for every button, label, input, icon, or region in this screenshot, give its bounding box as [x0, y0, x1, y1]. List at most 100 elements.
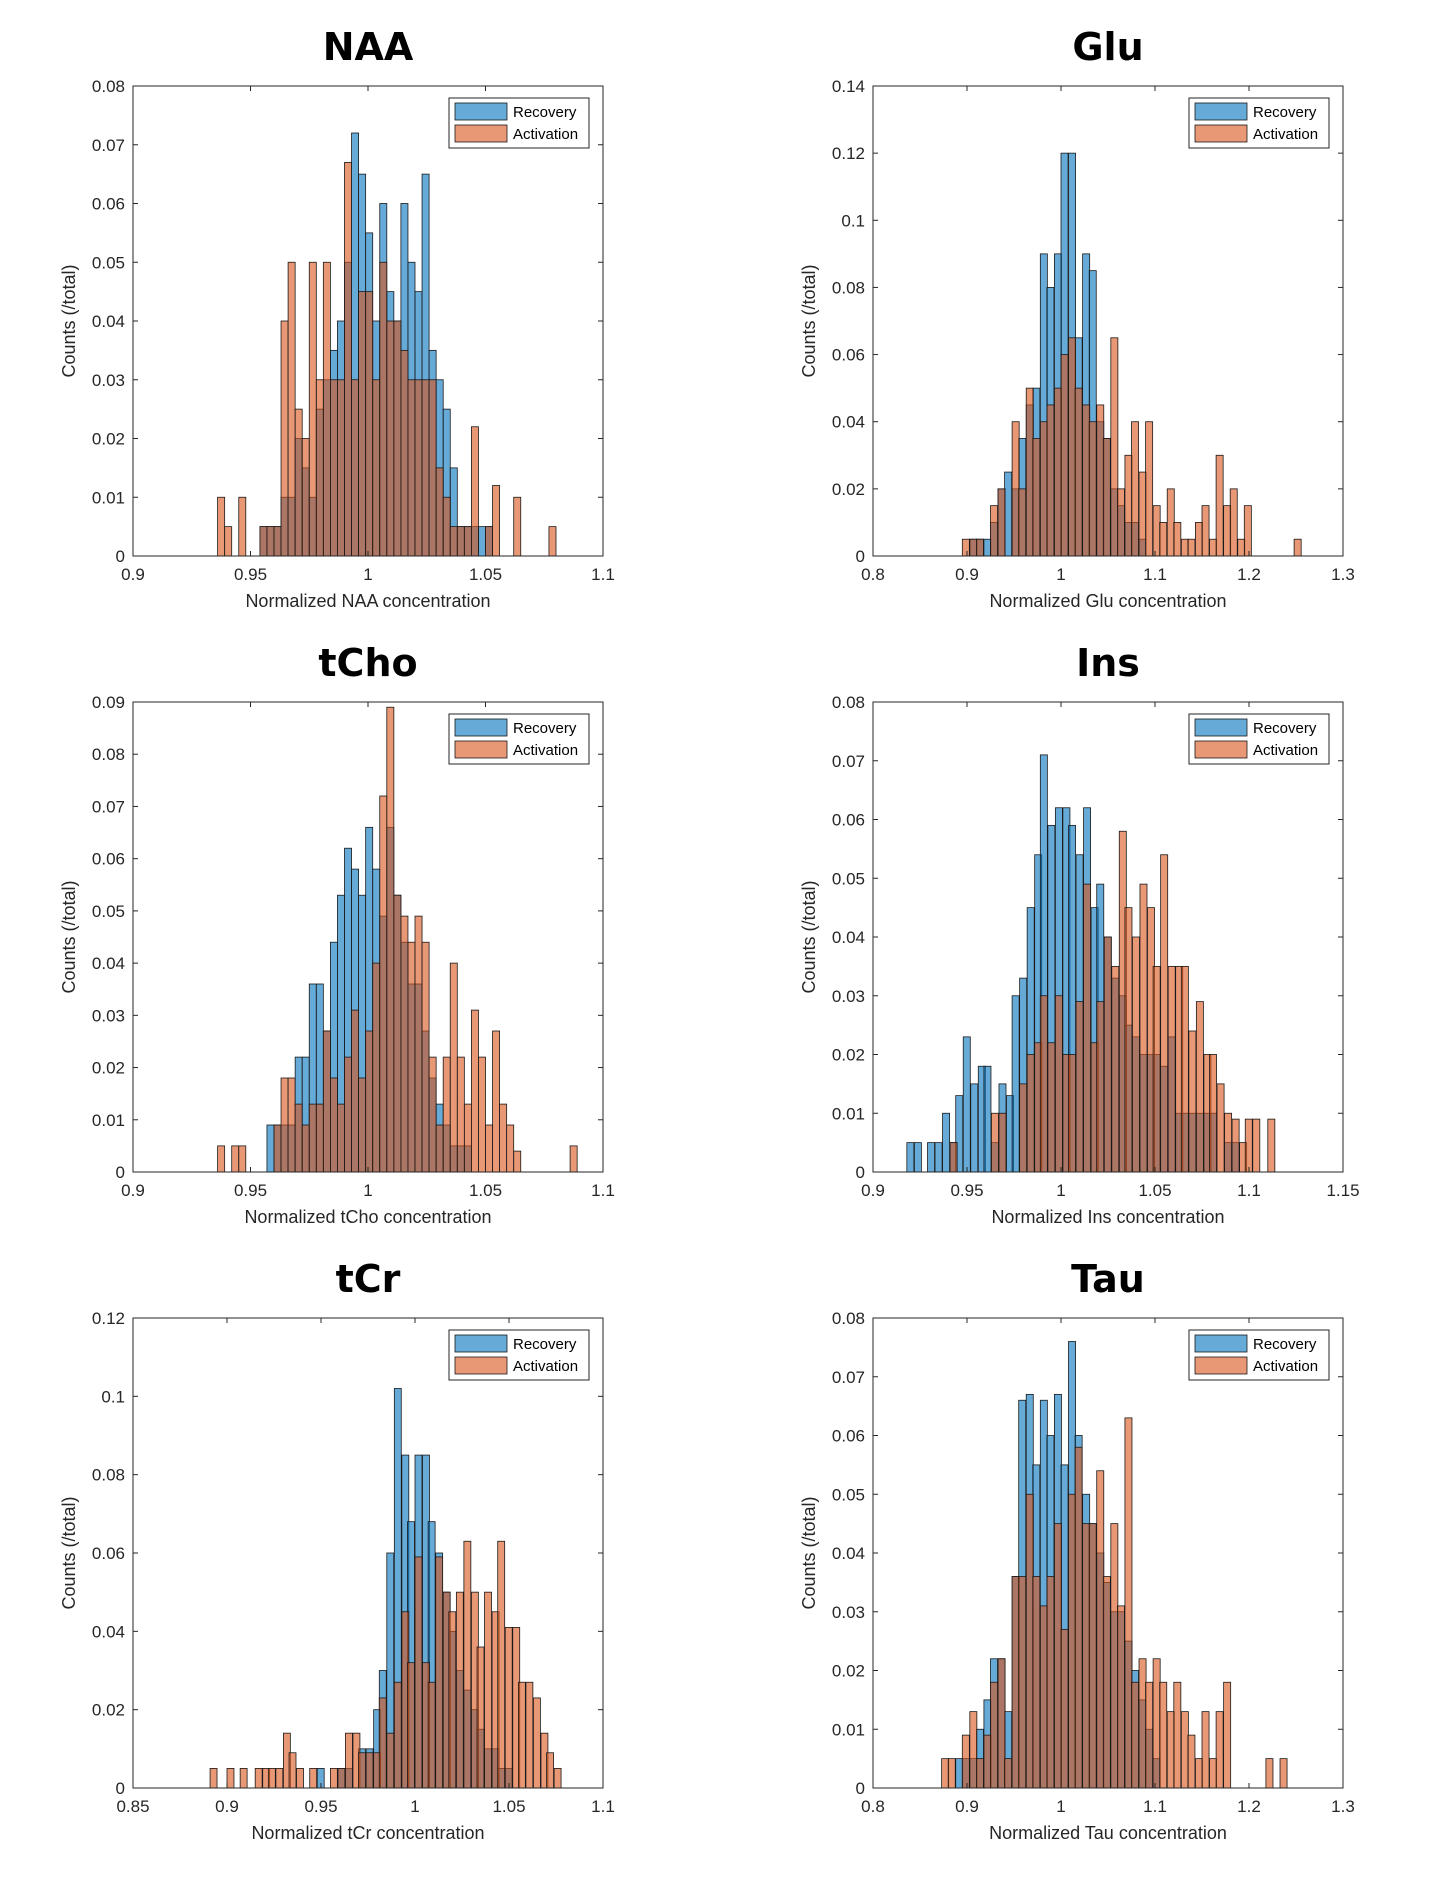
y-tick-label: 0.03 — [92, 371, 125, 390]
activation-bar — [1139, 883, 1148, 1173]
tcr-panel: tCr 0.85 0.9 0.95 1 1.05 1.1 0 0.02 0.04 0.06 0.08 0… — [59, 1257, 615, 1843]
activation-bar — [506, 1124, 515, 1173]
activation-bar — [1047, 1042, 1056, 1173]
recovery-bar — [1004, 471, 1013, 557]
y-tick-label: 0.06 — [832, 811, 865, 830]
recovery-bar — [913, 1142, 922, 1173]
activation-bar — [497, 1540, 506, 1789]
activation-bar — [372, 962, 381, 1173]
y-tick-label: 0.08 — [832, 693, 865, 712]
y-tick-label: 0 — [116, 1779, 125, 1798]
y-tick-label: 0.06 — [832, 1427, 865, 1446]
x-tick-label: 0.9 — [955, 565, 979, 584]
x-axis-label: Normalized NAA concentration — [245, 591, 490, 611]
activation-bar — [1180, 1711, 1189, 1789]
y-tick-label: 0.01 — [832, 1720, 865, 1739]
activation-legend-swatch — [1194, 740, 1248, 759]
x-axis-label: Normalized tCho concentration — [244, 1207, 491, 1227]
activation-bar — [345, 1732, 353, 1789]
activation-bar — [358, 1077, 367, 1173]
activation-legend-swatch — [1194, 1356, 1248, 1375]
activation-bar — [1209, 1758, 1217, 1789]
activation-bar — [1039, 1605, 1048, 1789]
y-tick-label: 0.12 — [832, 144, 865, 163]
activation-bar — [463, 526, 472, 557]
activation-bar — [337, 1103, 345, 1173]
activation-bar — [365, 291, 374, 557]
x-axis-label: Normalized tCr concentration — [251, 1823, 484, 1843]
y-tick-label: 0.01 — [92, 1111, 125, 1130]
activation-bar — [941, 1758, 950, 1789]
activation-bar — [961, 538, 970, 557]
activation-bar — [1201, 505, 1210, 557]
activation-bar — [435, 1124, 444, 1173]
activation-bar — [484, 1591, 492, 1789]
activation-bar — [1025, 1493, 1034, 1789]
activation-bar — [1223, 505, 1232, 557]
activation-bar — [379, 261, 388, 557]
activation-legend-label: Activation — [1253, 742, 1318, 759]
activation-bar — [1160, 854, 1169, 1173]
activation-bar — [1068, 1493, 1076, 1789]
bars — [209, 1388, 562, 1789]
y-tick-label: 0.08 — [832, 278, 865, 297]
y-tick-label: 0.01 — [92, 488, 125, 507]
activation-bar — [329, 1768, 338, 1789]
recovery-legend-swatch — [1194, 102, 1248, 121]
legend: Recovery Activation — [1188, 713, 1330, 765]
activation-bar — [1011, 421, 1020, 557]
activation-legend-swatch — [454, 124, 508, 143]
recovery-legend-label: Recovery — [1253, 104, 1317, 121]
y-axis-label: Counts (/total) — [59, 1496, 79, 1609]
activation-bar — [1026, 1054, 1035, 1173]
x-tick-label: 0.9 — [121, 565, 145, 584]
y-tick-label: 0 — [856, 1779, 865, 1798]
activation-bar — [315, 379, 324, 557]
x-tick-label: 1 — [1056, 565, 1065, 584]
activation-bar — [976, 1758, 984, 1789]
x-tick-label: 1.1 — [1143, 565, 1167, 584]
recovery-legend-label: Recovery — [513, 720, 577, 737]
activation-bar — [378, 1697, 387, 1789]
activation-bar — [485, 526, 493, 557]
activation-bar — [428, 1056, 437, 1173]
activation-bar — [1209, 1054, 1217, 1173]
activation-bar — [296, 1768, 304, 1789]
y-tick-label: 0.05 — [92, 253, 125, 272]
y-axis-label: Counts (/total) — [799, 1496, 819, 1609]
y-tick-label: 0.02 — [92, 1059, 125, 1078]
recovery-bar — [983, 1065, 992, 1173]
y-tick-label: 0.07 — [92, 797, 125, 816]
x-tick-label: 0.9 — [955, 1797, 979, 1816]
activation-bar — [1166, 488, 1175, 557]
activation-bar — [1110, 337, 1119, 557]
activation-bar — [275, 1768, 284, 1789]
activation-bar — [1068, 1054, 1076, 1173]
recovery-legend-swatch — [1194, 718, 1248, 737]
activation-bar — [492, 1030, 500, 1173]
y-tick-label: 0.12 — [92, 1309, 125, 1328]
activation-bar — [1088, 1523, 1097, 1789]
activation-bar — [513, 496, 522, 557]
x-tick-label: 1.05 — [469, 565, 502, 584]
y-tick-label: 0.03 — [832, 1603, 865, 1622]
recovery-legend-swatch — [454, 718, 508, 737]
activation-bar — [231, 1145, 240, 1173]
x-tick-label: 0.95 — [234, 565, 267, 584]
activation-legend-label: Activation — [513, 126, 578, 143]
bars — [906, 754, 1276, 1173]
activation-bar — [449, 526, 458, 557]
y-tick-label: 0.08 — [832, 1309, 865, 1328]
recovery-legend-label: Recovery — [1253, 720, 1317, 737]
x-tick-label: 1 — [1056, 1797, 1065, 1816]
activation-bar — [301, 1124, 310, 1173]
y-tick-label: 0.02 — [92, 1701, 125, 1720]
activation-bar — [407, 379, 416, 557]
activation-bar — [1088, 421, 1097, 557]
activation-bar — [548, 526, 557, 557]
y-tick-label: 0.06 — [92, 1544, 125, 1563]
activation-bar — [998, 1112, 1007, 1173]
panel-title: NAA — [323, 25, 414, 69]
activation-bar — [546, 1752, 554, 1789]
activation-bar — [1252, 1118, 1261, 1173]
